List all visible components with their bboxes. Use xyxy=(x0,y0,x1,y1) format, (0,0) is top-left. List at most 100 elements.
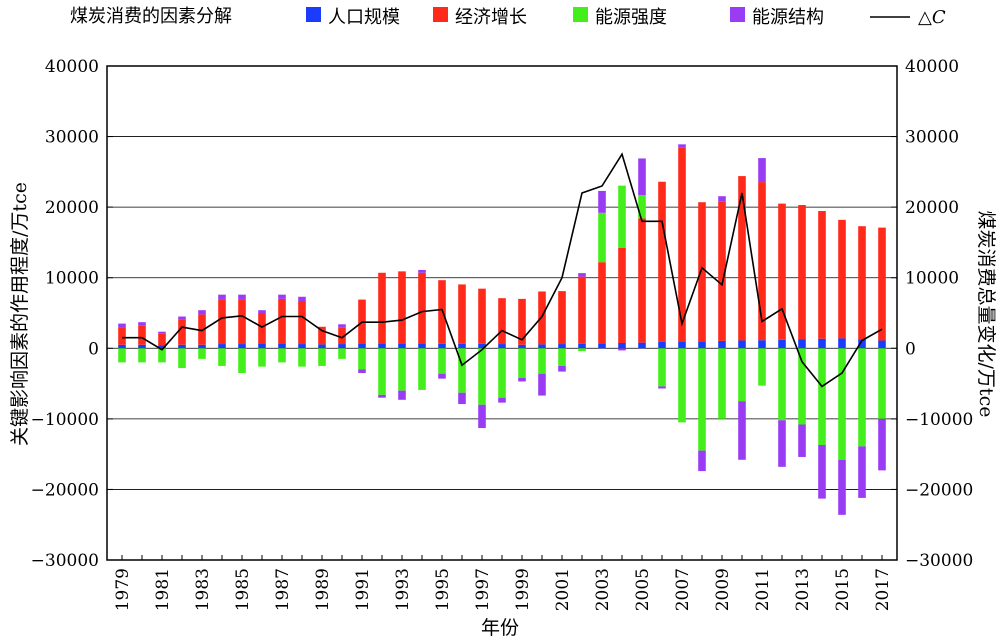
bar-segment xyxy=(278,298,286,344)
legend: 煤炭消费的因素分解 人口规模 经济增长 能源强度 能源结构 △C xyxy=(70,6,946,28)
legend-swatch xyxy=(306,7,321,22)
bar-segment xyxy=(258,343,266,349)
bar-segment xyxy=(478,343,486,349)
bar-segment xyxy=(358,343,366,349)
right-y-tick-label: −30000 xyxy=(905,551,973,571)
bar-segment xyxy=(238,344,246,349)
bar-segment xyxy=(338,327,346,345)
bar-segment xyxy=(298,301,306,345)
bar-segment xyxy=(858,226,866,340)
bar-segment xyxy=(198,310,206,315)
bar-segment xyxy=(578,348,586,352)
bar-segment xyxy=(178,344,186,349)
bar-segment xyxy=(378,272,386,344)
bar-segment xyxy=(358,348,366,370)
bar-segment xyxy=(818,444,826,499)
bar-segment xyxy=(738,176,746,341)
left-y-tick-label: 20000 xyxy=(45,198,99,218)
bar-segment xyxy=(758,158,766,183)
x-tick-label: 1983 xyxy=(193,568,213,611)
bar-segment xyxy=(558,348,566,366)
bar-segment xyxy=(798,348,806,425)
bar-segment xyxy=(518,344,526,349)
bar-segment xyxy=(638,195,646,219)
bar-segment xyxy=(618,342,626,349)
bar-segment xyxy=(618,348,626,351)
x-tick-label: 2017 xyxy=(873,568,893,611)
bar-segment xyxy=(778,339,786,349)
bar-segment xyxy=(278,348,286,363)
left-y-tick-labels: 40000 30000 20000 10000 0 −10000 −20000 −30000 xyxy=(31,57,99,571)
right-axis-title: 煤炭消费总量变化/万tce xyxy=(975,211,997,418)
bar-segment xyxy=(558,365,566,372)
bar-segment xyxy=(398,343,406,349)
bar-segment xyxy=(638,158,646,196)
bar-segment xyxy=(118,348,126,363)
bar-segment xyxy=(238,299,246,345)
bar-segment xyxy=(698,450,706,472)
bar-segment xyxy=(558,344,566,349)
delta-c-line xyxy=(122,152,883,388)
bar-segment xyxy=(878,340,886,349)
bar-segment xyxy=(658,348,666,387)
right-y-tick-labels: 40000 30000 20000 10000 0 −10000 −20000 −30000 xyxy=(905,57,973,571)
bar-segment xyxy=(798,205,806,340)
right-y-tick-label: −20000 xyxy=(905,480,973,500)
bar-segment xyxy=(418,343,426,349)
bar-segment xyxy=(318,348,326,366)
left-y-tick-label: −20000 xyxy=(31,480,99,500)
legend-label: 能源结构 xyxy=(752,7,824,28)
bar-segment xyxy=(478,288,486,344)
bar-segment xyxy=(298,344,306,349)
bar-segment xyxy=(578,343,586,349)
bar-segment xyxy=(398,271,406,344)
bar-segment xyxy=(378,343,386,349)
x-tick-label: 2009 xyxy=(713,568,733,611)
bar-segment xyxy=(838,338,846,349)
bar-segment xyxy=(338,344,346,349)
bar-segment xyxy=(178,348,186,369)
bar-segment xyxy=(838,459,846,515)
bar-segment xyxy=(498,397,506,403)
bar-segment xyxy=(598,343,606,349)
bar-segment xyxy=(518,348,526,378)
bar-segment xyxy=(438,280,446,344)
bar-segment xyxy=(858,348,866,447)
bar-segment xyxy=(538,348,546,374)
bar-segment xyxy=(738,348,746,402)
bar-segment xyxy=(598,262,606,344)
legend-delta-label: △C xyxy=(918,7,946,28)
x-tick-label: 2013 xyxy=(793,568,813,611)
x-tick-label: 1991 xyxy=(353,568,373,611)
bar-segment xyxy=(578,276,586,344)
right-y-tick-label: 30000 xyxy=(905,128,959,148)
bar-segment xyxy=(118,327,126,345)
legend-label: 人口规模 xyxy=(328,7,400,28)
bar-segment xyxy=(718,196,726,202)
bar-segment xyxy=(278,294,286,299)
bar-segment xyxy=(398,348,406,391)
bar-segment xyxy=(558,291,566,345)
bar-segment xyxy=(418,348,426,390)
left-y-tick-label: −30000 xyxy=(31,551,99,571)
bar-segment xyxy=(178,319,186,345)
right-y-tick-label: −10000 xyxy=(905,410,973,430)
bar-segment xyxy=(138,344,146,349)
bar-segment xyxy=(158,348,166,363)
x-tick-label: 1999 xyxy=(513,568,533,611)
right-y-tick-label: 40000 xyxy=(905,57,959,77)
bar-segment xyxy=(458,343,466,349)
bar-segment xyxy=(498,348,506,398)
bar-segment xyxy=(458,392,466,405)
bar-segment xyxy=(698,341,706,349)
bar-segment xyxy=(438,373,446,379)
bar-segment xyxy=(658,386,666,389)
bar-segment xyxy=(418,269,426,273)
bar-segment xyxy=(858,339,866,349)
x-tick-label: 1985 xyxy=(233,568,253,611)
x-tick-label: 1997 xyxy=(473,568,493,611)
bar-segment xyxy=(158,331,166,334)
right-y-tick-label: 10000 xyxy=(905,269,959,289)
legend-label: 经济增长 xyxy=(455,7,527,28)
bar-segment xyxy=(258,310,266,313)
